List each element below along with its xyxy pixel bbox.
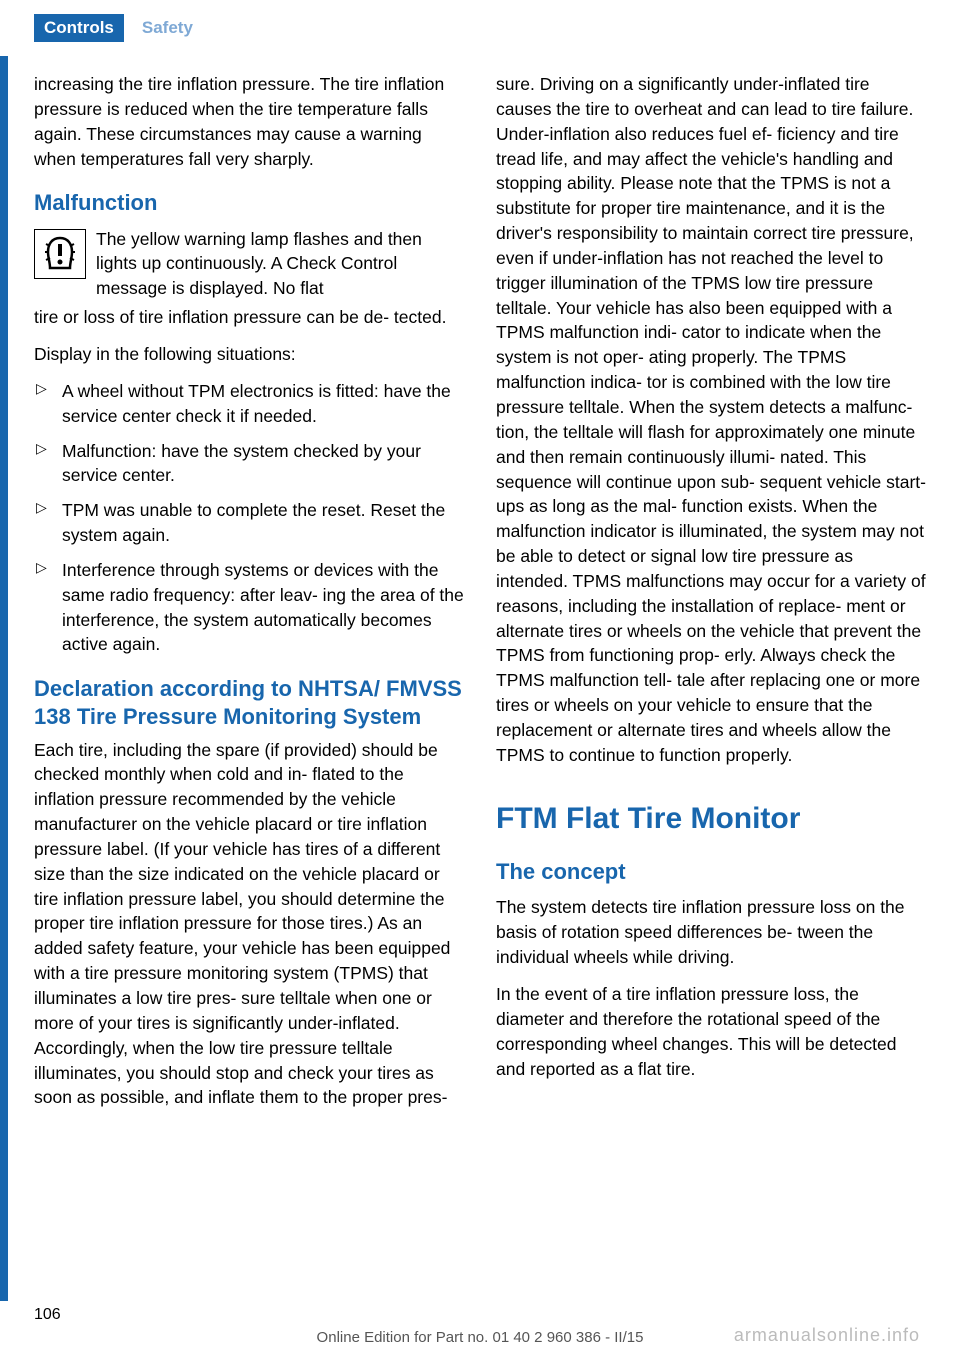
list-intro: Display in the following situations: — [34, 342, 464, 367]
ftm-heading: FTM Flat Tire Monitor — [496, 798, 926, 841]
list-item: A wheel without TPM electronics is fitte… — [34, 379, 464, 429]
list-item: TPM was unable to complete the reset. Re… — [34, 498, 464, 548]
declaration-text: Each tire, including the spare (if provi… — [34, 738, 464, 1111]
concept-heading: The concept — [496, 856, 926, 887]
page-number: 106 — [34, 1306, 61, 1324]
malfunction-list: A wheel without TPM electronics is fitte… — [34, 379, 464, 657]
continuation-text: sure. Driving on a significantly under-i… — [496, 72, 926, 768]
breadcrumb-section: Controls — [34, 14, 124, 42]
warning-text-cont: tire or loss of tire inflation pressure … — [34, 305, 464, 330]
breadcrumb-subsection: Safety — [142, 14, 193, 42]
malfunction-heading: Malfunction — [34, 187, 464, 218]
concept-para2: In the event of a tire inflation pressur… — [496, 982, 926, 1081]
declaration-heading: Declaration according to NHTSA/ FMVSS 13… — [34, 675, 464, 731]
page-header: Controls Safety — [34, 14, 926, 42]
list-item: Malfunction: have the system checked by … — [34, 439, 464, 489]
watermark: armanualsonline.info — [734, 1325, 920, 1346]
concept-para1: The system detects tire inflation pressu… — [496, 895, 926, 970]
intro-text: increasing the tire inflation pressure. … — [34, 72, 464, 171]
warning-text: The yellow warning lamp flashes and then… — [96, 227, 464, 302]
side-accent-bar — [0, 56, 8, 1301]
list-item: Interference through systems or devices … — [34, 558, 464, 657]
tire-warning-icon — [34, 229, 86, 279]
content-area: increasing the tire inflation pressure. … — [34, 72, 926, 1122]
footer-edition: Online Edition for Part no. 01 40 2 960 … — [317, 1329, 644, 1346]
left-column: increasing the tire inflation pressure. … — [34, 72, 464, 1122]
warning-block: The yellow warning lamp flashes and then… — [34, 227, 464, 302]
right-column: sure. Driving on a significantly under-i… — [496, 72, 926, 1122]
